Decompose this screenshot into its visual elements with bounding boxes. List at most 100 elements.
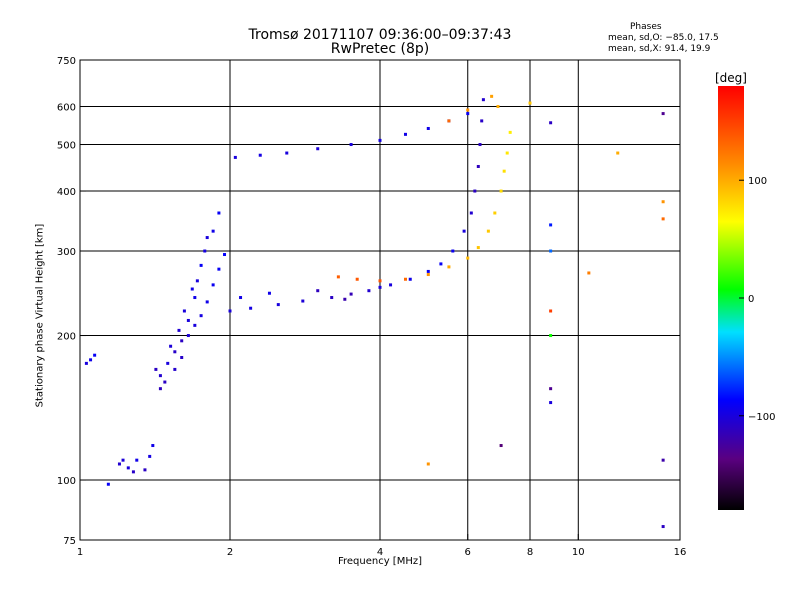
data-point: [180, 355, 184, 359]
data-point: [205, 300, 209, 304]
data-point: [182, 309, 186, 313]
data-point: [121, 458, 125, 462]
data-point: [151, 444, 155, 448]
data-point: [473, 189, 477, 193]
data-point: [199, 263, 203, 267]
x-tick-label: 1: [77, 547, 83, 558]
y-tick-label: 200: [57, 332, 76, 343]
y-tick-label: 100: [57, 476, 76, 487]
data-point: [199, 314, 203, 318]
data-point: [276, 303, 280, 307]
axis-ticks: 1 2 4 6 8 10 16 75 100 200 300 400 500 600 750: [57, 56, 686, 558]
data-point: [389, 283, 393, 287]
data-point: [203, 249, 207, 253]
data-point: [301, 299, 305, 303]
data-point: [549, 121, 553, 125]
x-axis-label: Frequency [MHz]: [337, 556, 423, 567]
data-point: [367, 289, 371, 293]
x-tick-label: 16: [674, 547, 687, 558]
x-tick-label: 8: [527, 547, 533, 558]
data-point: [228, 309, 232, 313]
data-point: [426, 269, 430, 273]
data-point: [349, 292, 353, 296]
data-point: [469, 211, 473, 215]
data-point: [186, 334, 190, 338]
data-point: [451, 249, 455, 253]
data-point: [249, 306, 253, 310]
data-point: [223, 253, 227, 257]
data-point: [661, 200, 665, 204]
colorbar-ticks: [deg] 100 0 −100: [715, 71, 775, 423]
y-tick-label: 300: [57, 247, 76, 258]
data-point: [378, 138, 382, 142]
phases-x-mode: mean, sd,X: 91.4, 19.9: [608, 44, 711, 54]
data-points: [84, 94, 665, 529]
data-point: [93, 353, 97, 357]
data-point: [158, 387, 162, 391]
data-point: [408, 277, 412, 281]
data-point: [426, 126, 430, 130]
data-point: [195, 279, 199, 283]
data-point: [478, 143, 482, 147]
data-point: [481, 98, 485, 102]
data-point: [466, 112, 470, 116]
data-point: [505, 151, 509, 155]
colorbar-tick-label: 100: [748, 176, 767, 187]
data-point: [549, 249, 553, 253]
data-point: [267, 291, 271, 295]
data-point: [549, 401, 553, 405]
data-point: [549, 223, 553, 227]
data-point: [490, 94, 494, 98]
data-point: [217, 267, 221, 271]
data-point: [426, 273, 430, 277]
data-point: [426, 462, 430, 466]
data-point: [177, 328, 181, 332]
data-point: [190, 287, 194, 291]
data-point: [587, 271, 591, 275]
data-point: [217, 211, 221, 215]
x-tick-label: 6: [465, 547, 471, 558]
colorbar-tick-label: 0: [748, 294, 754, 305]
data-point: [493, 211, 497, 215]
data-point: [163, 380, 167, 384]
data-point: [89, 358, 93, 362]
data-point: [84, 361, 88, 365]
data-point: [343, 297, 347, 301]
data-point: [180, 339, 184, 343]
data-point: [661, 525, 665, 529]
data-point: [466, 256, 470, 260]
data-point: [173, 350, 177, 354]
data-point: [258, 153, 262, 157]
data-point: [211, 283, 215, 287]
data-point: [131, 470, 135, 474]
data-point: [233, 155, 237, 159]
phases-title: Phases: [630, 22, 662, 32]
data-point: [508, 130, 512, 134]
data-point: [496, 105, 500, 109]
data-point: [193, 323, 197, 327]
data-point: [480, 119, 484, 123]
x-tick-label: 2: [227, 547, 233, 558]
y-tick-label: 600: [57, 103, 76, 114]
y-tick-label: 75: [63, 536, 76, 547]
data-point: [148, 454, 152, 458]
data-point: [447, 265, 451, 269]
data-point: [239, 296, 243, 300]
data-point: [549, 309, 553, 313]
data-point: [462, 229, 466, 233]
data-point: [126, 466, 130, 470]
data-point: [173, 367, 177, 371]
data-point: [549, 387, 553, 391]
data-point: [316, 147, 320, 151]
data-point: [355, 277, 359, 281]
data-point: [316, 289, 320, 293]
data-point: [403, 132, 407, 136]
data-point: [205, 236, 209, 240]
data-point: [502, 169, 506, 173]
data-point: [158, 374, 162, 378]
data-point: [211, 229, 215, 233]
colorbar-tick-label: −100: [748, 412, 775, 423]
x-tick-label: 4: [377, 547, 383, 558]
data-point: [549, 334, 553, 338]
chart-subtitle: RwPretec (8p): [330, 41, 430, 57]
